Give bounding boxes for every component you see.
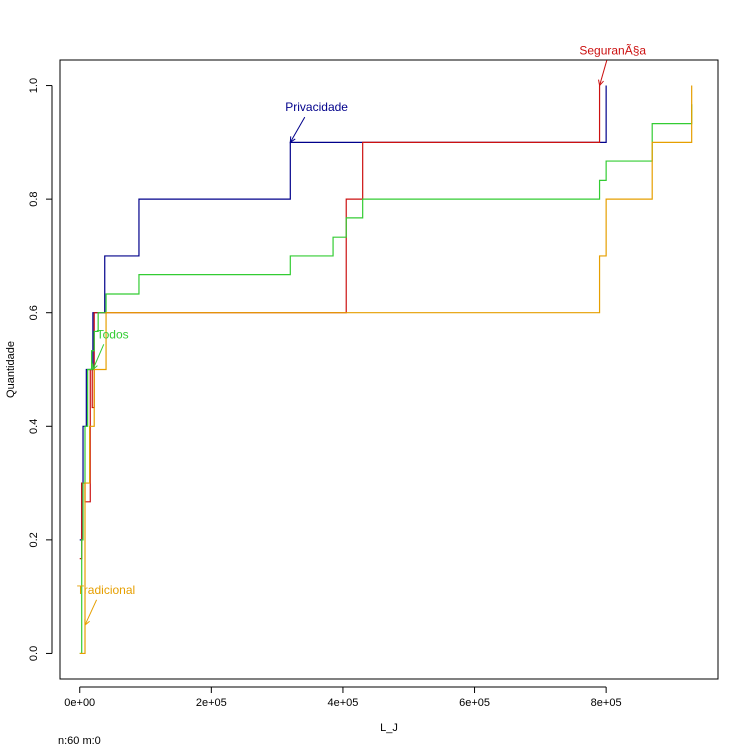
- y-tick-label: 1.0: [28, 78, 40, 93]
- y-tick-label: 0.2: [28, 532, 40, 547]
- x-axis-label: L_J: [380, 722, 398, 734]
- annotation-arrow: [599, 60, 608, 86]
- annotation-arrow: [84, 599, 98, 626]
- x-tick-label: 0e+00: [64, 697, 95, 709]
- series-tradicional-line: [79, 85, 693, 655]
- series-layer: [79, 85, 693, 655]
- annotation-arrowhead: [92, 363, 98, 371]
- annotation-label: SeguranÃ§a: [579, 43, 646, 57]
- annotation-label: Tradicional: [77, 583, 135, 597]
- x-tick-label: 6e+05: [459, 697, 490, 709]
- sample-info: n:60 m:0: [58, 735, 101, 747]
- y-tick-label: 0.0: [28, 646, 40, 661]
- annotation-arrowhead: [289, 136, 296, 144]
- annotation-layer: Privacidade SeguranÃ§a Todos Tradicional: [77, 43, 646, 627]
- y-tick-label: 0.6: [28, 305, 40, 320]
- annotation-label: Todos: [97, 327, 129, 341]
- annotation-arrowhead: [84, 619, 90, 627]
- y-axis-label: Quantidade: [5, 341, 17, 398]
- x-tick-label: 4e+05: [327, 697, 358, 709]
- annotation-arrowhead: [598, 79, 604, 87]
- x-tick-label: 8e+05: [591, 697, 622, 709]
- plot-frame: [59, 59, 719, 680]
- y-tick-label: 0.4: [28, 419, 40, 434]
- series-todos-line: [79, 104, 693, 655]
- annotation-arrow: [92, 344, 105, 370]
- x-axis: 0e+00 2e+05 4e+05 6e+05 8e+05: [64, 686, 622, 709]
- y-tick-label: 0.8: [28, 191, 40, 206]
- y-axis: 0.0 0.2 0.4 0.6 0.8 1.0: [28, 78, 53, 661]
- series-segurana-line: [79, 85, 601, 560]
- x-tick-label: 2e+05: [196, 697, 227, 709]
- annotation-arrow: [289, 116, 306, 143]
- annotation-label: Privacidade: [285, 100, 348, 114]
